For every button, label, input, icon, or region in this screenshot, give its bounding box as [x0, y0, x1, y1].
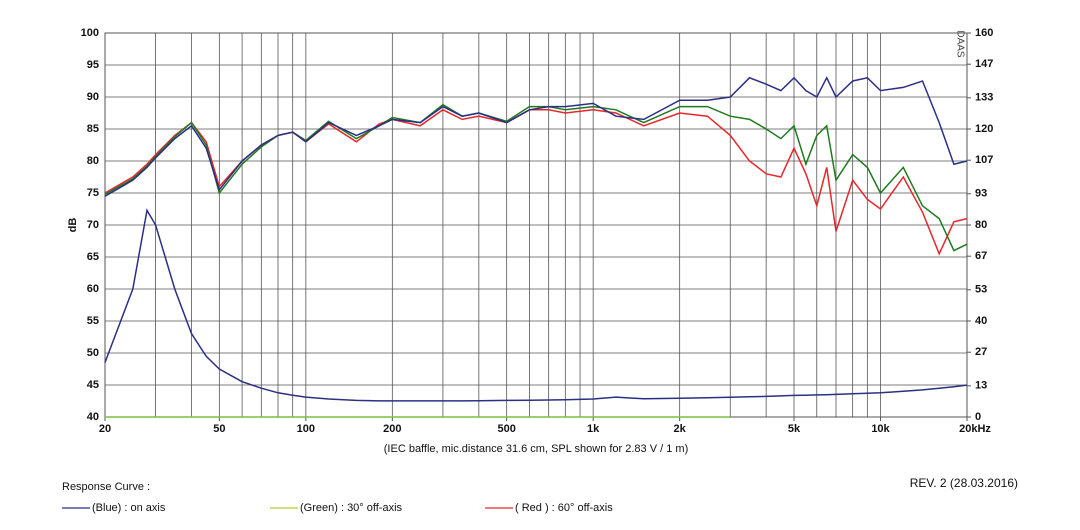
y-tick-label: 70	[87, 219, 99, 231]
y-tick-label: 95	[87, 59, 99, 71]
legend-title: Response Curve :	[62, 481, 150, 493]
y2-tick-label: 120	[975, 123, 993, 135]
series-line	[104, 208, 968, 402]
y-tick-label: 50	[87, 347, 99, 359]
x-tick-label: 500	[497, 423, 515, 435]
y-tick-label: 60	[87, 283, 99, 295]
y-tick-label: 75	[87, 187, 99, 199]
y2-tick-label: 160	[975, 27, 993, 39]
y2-tick-label: 13	[975, 380, 987, 392]
y-tick-label: 40	[87, 411, 99, 423]
y2-tick-label: 93	[975, 188, 987, 200]
x-tick-label: 20	[99, 423, 111, 435]
y-tick-label: 45	[87, 379, 99, 391]
x-tick-label: 2k	[674, 423, 687, 435]
legend-label: (Green) : 30° off-axis	[300, 502, 403, 514]
y2-tick-label: 53	[975, 284, 987, 296]
y2-tick-label: 0	[975, 411, 981, 423]
y-tick-label: 85	[87, 123, 99, 135]
x-tick-label: 200	[383, 423, 401, 435]
y-tick-label: 90	[87, 91, 99, 103]
x-tick-label: 100	[297, 423, 315, 435]
y-tick-label: 100	[81, 27, 99, 39]
x-tick-label: 5k	[788, 423, 801, 435]
y2-tick-label: 80	[975, 219, 987, 231]
x-tick-label: 50	[213, 423, 225, 435]
y2-tick-label: 40	[975, 315, 987, 327]
y2-tick-label: 147	[975, 58, 993, 70]
x-tick-label: 20kHz	[959, 423, 991, 435]
y2-tick-label: 107	[975, 154, 993, 166]
y2-tick-label: 27	[975, 346, 987, 358]
series-line	[104, 76, 968, 197]
y-axis-label: dB	[67, 218, 79, 233]
logo: DAAS	[954, 30, 965, 58]
y-tick-label: 55	[87, 315, 99, 327]
legend-label: (Blue) : on axis	[92, 502, 166, 514]
x-tick-label: 10k	[871, 423, 890, 435]
y2-tick-label: 67	[975, 250, 987, 262]
y-tick-label: 80	[87, 155, 99, 167]
x-axis-label: (IEC baffle, mic.distance 31.6 cm, SPL s…	[384, 443, 688, 455]
y-tick-label: 65	[87, 251, 99, 263]
revision: REV. 2 (28.03.2016)	[910, 476, 1018, 490]
x-tick-label: 1k	[587, 423, 600, 435]
legend-label: ( Red ) : 60° off-axis	[515, 502, 613, 514]
y2-tick-label: 133	[975, 92, 993, 104]
